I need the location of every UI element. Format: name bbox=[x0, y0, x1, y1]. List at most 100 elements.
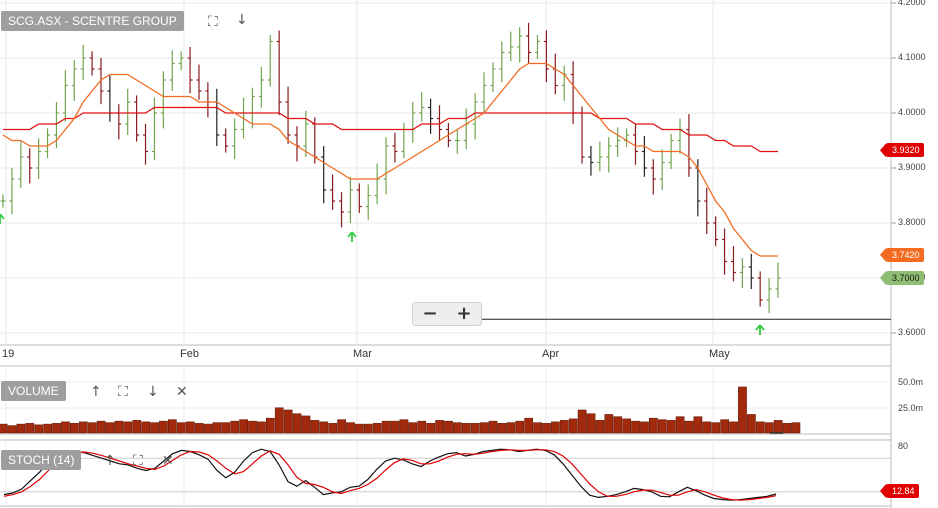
price-bar bbox=[766, 278, 772, 314]
price-bar bbox=[98, 58, 104, 105]
volume-bar bbox=[105, 422, 115, 434]
volume-bar bbox=[773, 420, 783, 434]
volume-bar bbox=[248, 420, 257, 434]
price-bar bbox=[232, 118, 238, 160]
price-bar bbox=[561, 65, 567, 101]
move-down-icon[interactable]: ↓ bbox=[147, 384, 159, 400]
main-y-tick: 3.8000 bbox=[898, 217, 926, 227]
volume-bar bbox=[738, 386, 747, 434]
buy-signal-arrow bbox=[347, 231, 357, 242]
volume-bar bbox=[506, 422, 516, 434]
volume-bar bbox=[176, 422, 186, 434]
price-bar bbox=[18, 141, 24, 188]
volume-bar bbox=[649, 417, 658, 434]
price-bar bbox=[428, 98, 434, 134]
price-bar bbox=[650, 159, 656, 195]
marker-layer bbox=[0, 143, 886, 498]
main-y-tick: 4.1000 bbox=[898, 52, 926, 62]
price-bars bbox=[0, 22, 781, 314]
close-icon[interactable]: ✕ bbox=[162, 453, 174, 469]
price-bar bbox=[365, 184, 371, 220]
price-bar bbox=[526, 22, 532, 64]
volume-bar bbox=[274, 407, 284, 434]
chart-title: SCG.ASX - SCENTRE GROUP bbox=[1, 11, 184, 31]
volume-bar bbox=[265, 417, 275, 434]
volume-bar bbox=[488, 420, 498, 434]
volume-bar bbox=[782, 423, 792, 434]
volume-bar bbox=[319, 421, 329, 434]
price-bar bbox=[143, 124, 149, 165]
price-bar bbox=[436, 105, 442, 141]
price-bar bbox=[160, 71, 166, 129]
ma-short-line bbox=[2, 62, 778, 257]
price-bar bbox=[748, 253, 754, 289]
expand-icon[interactable]: ⛶ bbox=[208, 14, 218, 30]
volume-bar bbox=[426, 423, 436, 434]
price-bar bbox=[517, 27, 523, 63]
volume-bar bbox=[16, 423, 26, 434]
price-bar bbox=[285, 86, 291, 144]
stoch-badge-pointer bbox=[880, 484, 886, 498]
stoch-d-line bbox=[3, 449, 777, 501]
volume-bar bbox=[515, 420, 525, 434]
volume-bar bbox=[613, 416, 623, 434]
move-up-icon[interactable]: ↑ bbox=[104, 453, 116, 469]
volume-bar bbox=[87, 422, 97, 434]
price-bar bbox=[321, 146, 327, 204]
price-bar bbox=[62, 70, 68, 122]
x-tick-label: Mar bbox=[353, 348, 372, 360]
volume-bar bbox=[355, 423, 364, 434]
volume-bar bbox=[185, 421, 195, 434]
volume-bar bbox=[0, 423, 8, 434]
line-layer bbox=[2, 62, 891, 501]
main-y-tick: 4.0000 bbox=[898, 107, 926, 117]
price-badge-pointer bbox=[880, 247, 886, 262]
volume-bar bbox=[559, 420, 569, 434]
move-up-icon[interactable]: ↑ bbox=[90, 384, 102, 400]
volume-bar bbox=[25, 423, 35, 434]
volume-bar bbox=[435, 420, 444, 434]
close-icon[interactable]: ✕ bbox=[176, 384, 188, 400]
volume-bars bbox=[0, 386, 801, 434]
arrow-down-icon[interactable]: ↓ bbox=[236, 12, 248, 28]
price-bar bbox=[178, 51, 184, 71]
price-badge: 3.9320 bbox=[886, 143, 924, 158]
volume-bar bbox=[96, 420, 106, 434]
price-bar bbox=[543, 30, 549, 83]
volume-bar bbox=[203, 423, 213, 434]
volume-bar bbox=[194, 423, 204, 434]
volume-bar bbox=[381, 420, 391, 434]
volume-bar bbox=[568, 418, 578, 434]
volume-bar bbox=[257, 421, 266, 434]
zoom-in-button[interactable]: + bbox=[456, 303, 472, 324]
volume-bar bbox=[283, 409, 293, 434]
volume-bar bbox=[551, 421, 560, 434]
volume-title: VOLUME bbox=[1, 381, 66, 401]
expand-icon[interactable]: ⛶ bbox=[118, 384, 128, 400]
price-bar bbox=[205, 82, 211, 118]
price-bar bbox=[36, 138, 42, 179]
zoom-out-button[interactable]: − bbox=[422, 303, 438, 324]
volume-bar bbox=[764, 422, 774, 434]
volume-bar bbox=[524, 417, 534, 434]
expand-icon[interactable]: ⛶ bbox=[133, 453, 143, 469]
price-bar bbox=[534, 34, 540, 60]
price-bar bbox=[374, 163, 380, 205]
volume-bar bbox=[702, 421, 712, 434]
price-badge: 3.7000 bbox=[886, 271, 924, 285]
price-bar bbox=[276, 30, 282, 116]
price-bar bbox=[196, 64, 202, 100]
price-bar bbox=[410, 102, 416, 143]
price-badge-pointer bbox=[880, 143, 886, 158]
volume-bar bbox=[729, 421, 738, 434]
price-badge: 3.7420 bbox=[886, 247, 924, 262]
price-bar bbox=[383, 137, 389, 195]
volume-bar bbox=[657, 419, 667, 434]
price-bar bbox=[499, 41, 505, 83]
volume-bar bbox=[497, 423, 507, 434]
price-bar bbox=[27, 148, 33, 184]
price-bar bbox=[454, 129, 460, 154]
volume-bar bbox=[390, 420, 400, 434]
